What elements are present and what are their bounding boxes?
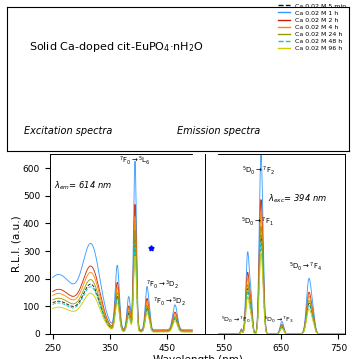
Text: $^5$D$_0$$\rightarrow$$^7$F$_3$: $^5$D$_0$$\rightarrow$$^7$F$_3$ <box>264 315 293 325</box>
Text: Solid Ca-doped cit-EuPO$_4$·nH$_2$O: Solid Ca-doped cit-EuPO$_4$·nH$_2$O <box>29 41 204 54</box>
Text: Emission spectra: Emission spectra <box>177 126 261 136</box>
Text: $^5$D$_0$$\rightarrow$$^7$F$_1$: $^5$D$_0$$\rightarrow$$^7$F$_1$ <box>241 216 274 228</box>
Text: $\lambda_{em}$= 614 nm: $\lambda_{em}$= 614 nm <box>54 180 112 192</box>
Bar <box>193 154 217 334</box>
Text: $^7$F$_0$$\rightarrow$$^5$L$_6$: $^7$F$_0$$\rightarrow$$^5$L$_6$ <box>119 154 150 167</box>
Text: Excitation spectra: Excitation spectra <box>25 126 113 136</box>
Legend: Ca 0.02 M 5 min, Ca 0.02 M 1 h, Ca 0.02 M 2 h, Ca 0.02 M 4 h, Ca 0.02 M 24 h, Ca: Ca 0.02 M 5 min, Ca 0.02 M 1 h, Ca 0.02 … <box>278 3 346 51</box>
Text: $^5$D$_0$$\rightarrow$$^7$F$_0$: $^5$D$_0$$\rightarrow$$^7$F$_0$ <box>221 315 250 325</box>
Y-axis label: R.L.I. (a.u.): R.L.I. (a.u.) <box>11 216 21 272</box>
Text: $^7$F$_0$$\rightarrow$$^5$D$_2$: $^7$F$_0$$\rightarrow$$^5$D$_2$ <box>153 295 186 308</box>
X-axis label: Wavelength (nm): Wavelength (nm) <box>153 355 242 359</box>
Text: $^5$D$_0$$\rightarrow$$^7$F$_4$: $^5$D$_0$$\rightarrow$$^7$F$_4$ <box>289 260 323 273</box>
Text: $\lambda_{exc}$= 394 nm: $\lambda_{exc}$= 394 nm <box>268 192 327 205</box>
Text: $^7$F$_0$$\rightarrow$$^3$D$_2$: $^7$F$_0$$\rightarrow$$^3$D$_2$ <box>146 279 179 291</box>
Text: $^5$D$_0$$\rightarrow$$^7$F$_2$: $^5$D$_0$$\rightarrow$$^7$F$_2$ <box>242 164 275 177</box>
